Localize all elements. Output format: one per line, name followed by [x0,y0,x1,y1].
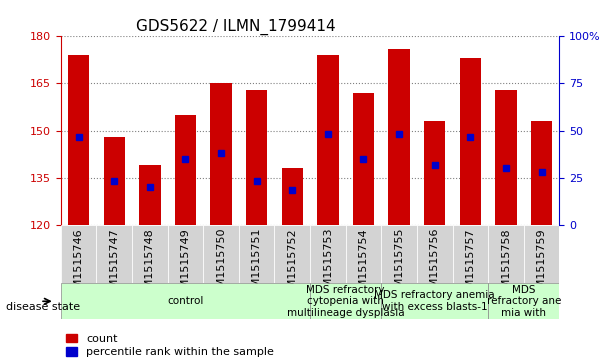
Bar [210,83,232,225]
Bar [353,93,374,225]
Bar [496,90,517,225]
FancyBboxPatch shape [346,225,381,283]
Text: MDS refractory
cytopenia with
multilineage dysplasia: MDS refractory cytopenia with multilinea… [287,285,404,318]
FancyBboxPatch shape [203,225,239,283]
Legend: count, percentile rank within the sample: count, percentile rank within the sample [66,334,274,358]
Bar [282,168,303,225]
Bar [139,165,161,225]
Bar [68,55,89,225]
Text: GSM1515758: GSM1515758 [501,228,511,303]
Text: GSM1515752: GSM1515752 [287,228,297,303]
FancyBboxPatch shape [488,283,559,319]
Text: GSM1515759: GSM1515759 [536,228,547,303]
Text: control: control [167,296,204,306]
Bar [389,49,410,225]
Text: disease state: disease state [6,302,80,312]
FancyBboxPatch shape [381,225,417,283]
Bar [103,137,125,225]
FancyBboxPatch shape [274,225,310,283]
Text: GSM1515749: GSM1515749 [181,228,190,303]
Text: GSM1515750: GSM1515750 [216,228,226,302]
Text: MDS
refractory ane
mia with: MDS refractory ane mia with [486,285,561,318]
Text: GSM1515751: GSM1515751 [252,228,261,302]
FancyBboxPatch shape [523,225,559,283]
Text: GSM1515754: GSM1515754 [359,228,368,303]
FancyBboxPatch shape [310,283,381,319]
Text: GDS5622 / ILMN_1799414: GDS5622 / ILMN_1799414 [136,19,335,35]
Text: GSM1515757: GSM1515757 [465,228,475,303]
FancyBboxPatch shape [132,225,168,283]
FancyBboxPatch shape [61,283,310,319]
Text: MDS refractory anemia
with excess blasts-1: MDS refractory anemia with excess blasts… [375,290,495,312]
Bar [531,121,552,225]
Bar [246,90,268,225]
Text: GSM1515748: GSM1515748 [145,228,155,303]
Text: GSM1515756: GSM1515756 [430,228,440,302]
FancyBboxPatch shape [97,225,132,283]
Bar [317,55,339,225]
Bar [424,121,446,225]
FancyBboxPatch shape [417,225,452,283]
Text: GSM1515746: GSM1515746 [74,228,84,303]
Text: GSM1515755: GSM1515755 [394,228,404,302]
FancyBboxPatch shape [488,225,523,283]
FancyBboxPatch shape [310,225,346,283]
FancyBboxPatch shape [381,283,488,319]
FancyBboxPatch shape [61,225,97,283]
Bar [174,115,196,225]
Bar [460,58,481,225]
FancyBboxPatch shape [452,225,488,283]
Text: GSM1515747: GSM1515747 [109,228,119,303]
FancyBboxPatch shape [239,225,274,283]
FancyBboxPatch shape [168,225,203,283]
Text: GSM1515753: GSM1515753 [323,228,333,302]
